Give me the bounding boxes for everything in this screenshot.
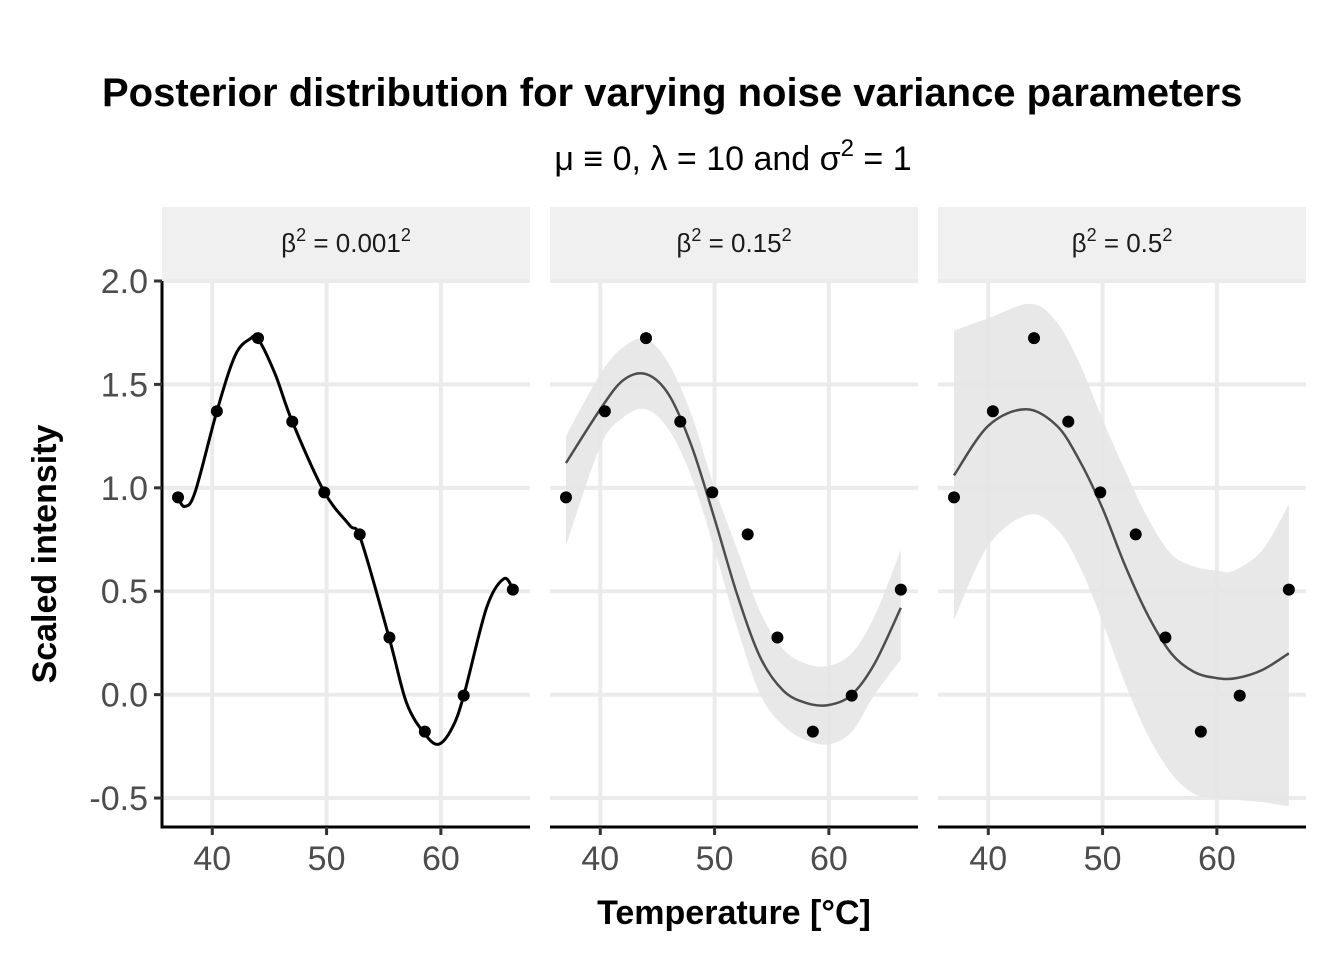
posterior-mean-line [176, 334, 515, 746]
panel-3: β2 = 0.52 40 50 60 [938, 207, 1306, 878]
y-tick-label: 0.5 [101, 573, 148, 611]
y-axis-label: Scaled intensity [26, 424, 64, 683]
posterior-mean-line [952, 407, 1290, 681]
panel-plot-area [564, 338, 902, 745]
y-tick-label: 0.0 [101, 677, 148, 715]
posterior-mean-line [564, 371, 902, 707]
data-point [986, 405, 999, 418]
data-point [1282, 583, 1295, 596]
y-tick-label: 2.0 [101, 263, 148, 301]
data-point [210, 405, 223, 418]
data-point [353, 528, 366, 541]
facet-strip [550, 207, 918, 281]
panel-plot-area [952, 303, 1290, 807]
data-point [383, 631, 396, 644]
data-point [806, 725, 819, 738]
data-point [598, 405, 611, 418]
x-axis-label: Temperature [°C] [597, 894, 871, 932]
facet-label: β2 = 0.0012 [281, 225, 411, 258]
x-tick-label: 40 [193, 840, 231, 878]
data-point [845, 689, 858, 702]
data-point [771, 631, 784, 644]
x-tick-label: 50 [308, 840, 346, 878]
x-tick-label: 60 [422, 840, 460, 878]
data-point [252, 332, 264, 345]
data-point [1159, 631, 1172, 644]
facet-strip [938, 207, 1306, 281]
data-point [418, 725, 431, 738]
data-point [457, 689, 470, 702]
panel-1: β2 = 0.0012 40 50 60 [162, 207, 530, 878]
data-point [172, 491, 184, 504]
x-tick-label: 40 [969, 840, 1007, 878]
data-point [286, 415, 299, 428]
credible-band [566, 338, 901, 745]
x-tick-label: 60 [1198, 840, 1236, 878]
data-point [1028, 332, 1040, 345]
data-point [741, 528, 754, 541]
chart-subtitle: μ ≡ 0, λ = 10 and σ2 = 1 [554, 135, 911, 178]
data-point [506, 583, 519, 596]
data-point [1233, 689, 1246, 702]
data-point [706, 486, 719, 499]
panel-plot-area [176, 334, 515, 746]
data-point [948, 491, 960, 504]
facet-label: β2 = 0.52 [1072, 225, 1173, 258]
y-tick-label: 1.5 [101, 366, 148, 404]
y-axis: -0.5 0.0 0.5 1.0 1.5 2.0 [89, 263, 164, 829]
x-tick-label: 50 [1084, 840, 1122, 878]
x-tick-label: 60 [810, 840, 848, 878]
x-tick-label: 50 [696, 840, 734, 878]
data-point [640, 332, 652, 345]
data-point [1194, 725, 1207, 738]
data-point [674, 415, 687, 428]
data-point [1094, 486, 1107, 499]
panel-2: β2 = 0.152 40 50 60 [550, 207, 918, 878]
data-point [1062, 415, 1075, 428]
data-point [1129, 528, 1142, 541]
data-point [318, 486, 331, 499]
x-tick-label: 40 [581, 840, 619, 878]
data-point [560, 491, 572, 504]
facet-strip [162, 207, 530, 281]
chart-title: Posterior distribution for varying noise… [102, 71, 1242, 115]
facet-label: β2 = 0.152 [676, 225, 791, 258]
y-tick-label: -0.5 [89, 780, 148, 818]
data-point [894, 583, 907, 596]
y-tick-label: 1.0 [101, 470, 148, 508]
